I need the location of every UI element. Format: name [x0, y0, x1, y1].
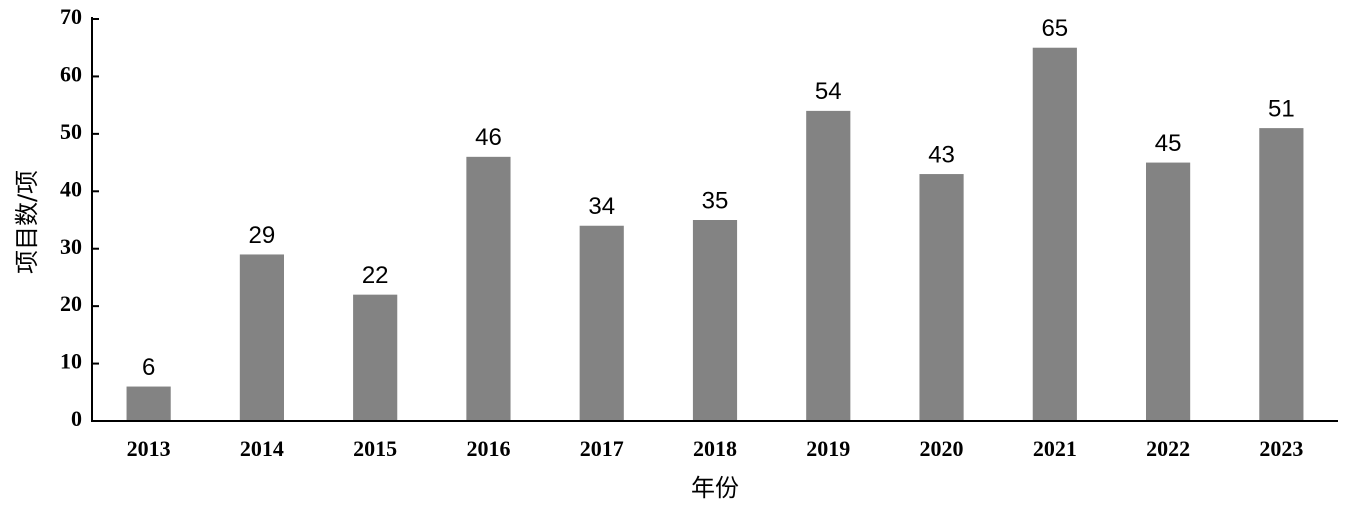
bar — [806, 110, 851, 421]
y-axis-label: 项目数/项 — [13, 170, 41, 274]
bar — [353, 294, 398, 421]
x-tick-label: 2019 — [806, 436, 850, 461]
data-label: 34 — [588, 193, 615, 220]
data-label: 29 — [249, 222, 276, 249]
x-tick-label: 2023 — [1259, 436, 1303, 461]
bar — [1032, 47, 1077, 421]
x-tick-label: 2020 — [920, 436, 964, 461]
bar — [692, 220, 738, 421]
data-label: 65 — [1041, 15, 1068, 42]
y-tick-label: 30 — [60, 234, 82, 259]
bar — [1146, 162, 1191, 422]
data-label: 45 — [1155, 130, 1182, 157]
bar — [126, 386, 171, 421]
y-tick-label: 60 — [60, 61, 82, 86]
y-tick-label: 50 — [60, 119, 82, 144]
data-label: 6 — [142, 354, 155, 381]
bar — [466, 156, 511, 422]
x-tick-label: 2015 — [353, 436, 397, 461]
x-tick-label: 2017 — [580, 436, 624, 461]
y-tick-label: 20 — [60, 291, 82, 316]
data-label: 51 — [1268, 95, 1295, 122]
x-tick-label: 2014 — [240, 436, 284, 461]
bar — [919, 174, 964, 421]
bar — [579, 225, 624, 421]
data-label: 22 — [362, 262, 389, 289]
data-label: 54 — [815, 78, 842, 105]
x-axis-label: 年份 — [691, 474, 739, 502]
x-tick-label: 2018 — [693, 436, 737, 461]
bar — [1259, 128, 1304, 421]
bar — [239, 254, 284, 421]
x-tick-label: 2016 — [466, 436, 510, 461]
y-tick-label: 10 — [60, 349, 82, 374]
data-label: 43 — [928, 141, 955, 168]
x-tick-label: 2021 — [1033, 436, 1077, 461]
x-tick-label: 2013 — [127, 436, 171, 461]
y-tick-label: 70 — [60, 4, 82, 29]
x-tick-label: 2022 — [1146, 436, 1190, 461]
data-label: 35 — [702, 187, 729, 214]
data-label: 46 — [475, 124, 502, 151]
y-tick-label: 0 — [71, 406, 82, 431]
y-tick-label: 40 — [60, 176, 82, 201]
